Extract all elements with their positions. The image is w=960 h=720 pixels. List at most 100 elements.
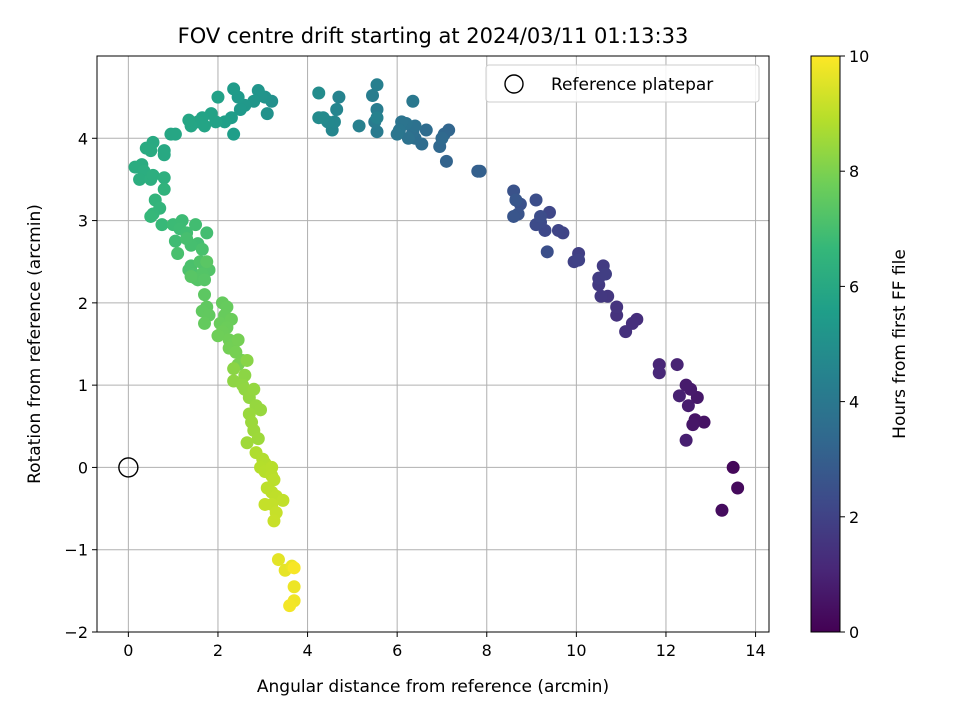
- data-point: [540, 245, 554, 259]
- legend: Reference platepar: [485, 64, 760, 103]
- data-point: [198, 316, 212, 330]
- data-point: [287, 580, 301, 594]
- x-tick-label: 4: [302, 641, 312, 660]
- data-point: [594, 289, 608, 303]
- data-point: [679, 433, 693, 447]
- plot-frame: [96, 55, 770, 633]
- data-point: [598, 267, 612, 281]
- data-point: [198, 288, 212, 302]
- data-point: [726, 460, 740, 474]
- data-point: [610, 300, 624, 314]
- data-point: [731, 481, 745, 495]
- data-point: [287, 561, 301, 575]
- data-point: [251, 84, 265, 98]
- data-point: [254, 403, 268, 417]
- data-point: [164, 127, 178, 141]
- data-point: [218, 115, 232, 129]
- colorbar-ticks: 0 2 4 6 8 10: [840, 47, 869, 642]
- data-point: [133, 172, 147, 186]
- x-tick-label: 14: [745, 641, 765, 660]
- data-point: [227, 362, 241, 376]
- data-point: [276, 493, 290, 507]
- data-point: [144, 144, 158, 158]
- data-point: [184, 270, 198, 284]
- legend-marker: [504, 74, 524, 94]
- y-axis-label: Rotation from reference (arcmin): [25, 204, 45, 484]
- data-point: [157, 182, 171, 196]
- x-tick-label: 8: [482, 641, 492, 660]
- data-point: [144, 209, 158, 223]
- data-point: [271, 553, 285, 567]
- data-point: [370, 125, 384, 139]
- chart-title: FOV centre drift starting at 2024/03/11 …: [178, 24, 689, 48]
- colorbar-tick-label: 8: [849, 162, 859, 181]
- data-point: [231, 333, 245, 347]
- data-point: [473, 164, 487, 178]
- data-point: [200, 255, 214, 269]
- data-point: [171, 246, 185, 260]
- data-point: [247, 382, 261, 396]
- data-point: [652, 366, 666, 380]
- grid-lines: [97, 56, 769, 633]
- data-point: [283, 599, 297, 613]
- data-point: [211, 90, 225, 104]
- data-point: [312, 86, 326, 100]
- y-tick-label: −1: [64, 541, 88, 560]
- data-point: [155, 218, 169, 232]
- data-point: [672, 389, 686, 403]
- data-points: [128, 78, 745, 613]
- data-point: [240, 436, 254, 450]
- y-tick-label: 4: [78, 129, 88, 148]
- data-point: [146, 168, 160, 182]
- y-tick-label: 0: [78, 458, 88, 477]
- data-point: [195, 242, 209, 256]
- data-point: [686, 418, 700, 432]
- data-point: [189, 218, 203, 232]
- x-tick-label: 12: [656, 641, 676, 660]
- x-axis: 0 2 4 6 8 10 12 14: [123, 632, 766, 660]
- data-point: [406, 94, 420, 108]
- data-point: [168, 234, 182, 248]
- data-point: [227, 127, 241, 141]
- colorbar: 0 2 4 6 8 10 Hours from first FF file: [810, 47, 910, 642]
- reference-marker-layer: [118, 457, 139, 478]
- colorbar-tick-label: 10: [849, 47, 869, 66]
- y-tick-label: 1: [78, 376, 88, 395]
- colorbar-gradient: [810, 55, 841, 633]
- data-point: [670, 358, 684, 372]
- legend-box: [485, 64, 760, 103]
- data-point: [715, 503, 729, 517]
- x-tick-label: 6: [392, 641, 402, 660]
- data-point: [529, 193, 543, 207]
- data-point: [227, 82, 241, 96]
- data-point: [390, 127, 404, 141]
- data-point: [435, 131, 449, 145]
- data-point: [509, 193, 523, 207]
- data-point: [157, 148, 171, 162]
- legend-entry: Reference platepar: [551, 75, 713, 95]
- data-point: [507, 209, 521, 223]
- colorbar-tick-label: 0: [849, 623, 859, 642]
- data-point: [370, 78, 384, 92]
- colorbar-tick-label: 4: [849, 393, 859, 412]
- data-point: [238, 368, 252, 382]
- data-point: [619, 325, 633, 339]
- x-tick-label: 0: [123, 641, 133, 660]
- data-point: [260, 107, 274, 121]
- x-axis-label: Angular distance from reference (arcmin): [257, 677, 609, 697]
- data-point: [401, 131, 415, 145]
- data-point: [366, 88, 380, 102]
- data-point: [180, 232, 194, 246]
- data-point: [211, 329, 225, 343]
- y-tick-label: 2: [78, 294, 88, 313]
- data-point: [679, 378, 693, 392]
- data-point: [534, 209, 548, 223]
- colorbar-label: Hours from first FF file: [890, 249, 910, 439]
- data-point: [182, 113, 196, 127]
- reference-platepar-marker: [118, 457, 139, 478]
- x-tick-label: 10: [566, 641, 586, 660]
- data-point: [200, 226, 214, 240]
- data-point: [198, 119, 212, 133]
- data-point: [157, 171, 171, 185]
- data-point: [198, 273, 212, 287]
